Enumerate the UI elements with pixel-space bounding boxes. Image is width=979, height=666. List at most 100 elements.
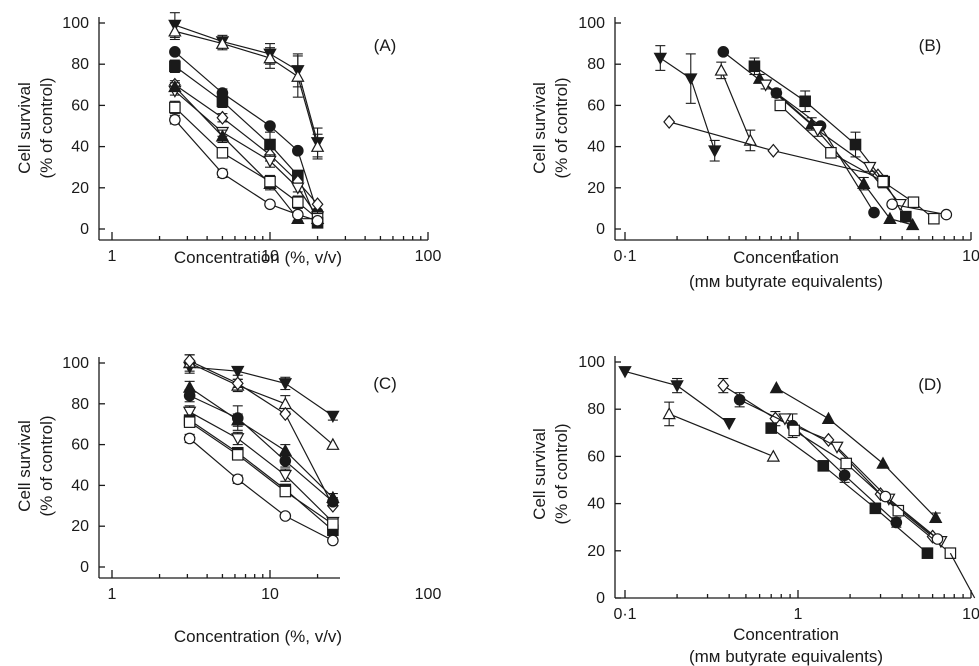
- series-tri-up-open: [714, 61, 758, 152]
- x-tick-label: 10: [261, 586, 279, 603]
- data-point: [758, 79, 773, 92]
- y-axis-label-group: Cell survival (% of control): [530, 77, 571, 178]
- series-line: [668, 413, 774, 457]
- y-tick-label: 60: [71, 437, 89, 454]
- data-point: [905, 217, 920, 231]
- y-tick-label: 40: [71, 139, 89, 156]
- data-point: [714, 63, 728, 76]
- series-square-open: [774, 99, 940, 225]
- series-tri-down-filled: [653, 45, 722, 162]
- series-line: [189, 362, 334, 446]
- x-tick-label: 1: [108, 248, 117, 265]
- y-axis-label: Cell survival: [530, 428, 549, 520]
- series-line: [892, 203, 947, 216]
- data-point: [292, 144, 304, 157]
- data-point: [279, 406, 292, 422]
- x-tick-label: 1: [794, 248, 803, 265]
- data-point: [778, 413, 792, 426]
- data-point: [748, 60, 761, 73]
- data-point: [168, 79, 182, 93]
- series-line: [776, 387, 937, 519]
- panel-label: (B): [919, 36, 942, 55]
- data-point: [653, 52, 668, 65]
- data-point: [733, 393, 746, 406]
- series-line: [174, 30, 319, 147]
- series-tri-up-filled: [182, 380, 340, 503]
- y-axis-label-unit: (% of control): [552, 423, 571, 524]
- series-circle-open: [169, 114, 324, 227]
- y-tick-label: 20: [71, 518, 89, 535]
- x-axis-label-unit: (mм butyrate equivalents): [689, 272, 883, 291]
- y-tick-label: 80: [587, 56, 605, 73]
- data-point: [863, 161, 877, 175]
- y-tick-label: 100: [578, 15, 605, 32]
- data-point: [264, 198, 276, 211]
- data-point: [817, 460, 830, 472]
- series-square-open: [169, 100, 324, 225]
- series-tri-down-open: [182, 405, 340, 530]
- data-point: [169, 101, 181, 114]
- y-tick-label: 0: [596, 221, 605, 238]
- series-square-filled: [183, 414, 339, 537]
- data-point: [717, 378, 730, 393]
- data-point: [868, 206, 880, 219]
- data-point: [869, 502, 882, 515]
- data-point: [849, 138, 862, 151]
- data-point: [928, 212, 940, 225]
- data-point: [670, 380, 684, 393]
- y-tick-label: 80: [71, 56, 89, 73]
- data-point: [231, 365, 245, 379]
- data-point: [215, 129, 230, 142]
- y-axis-label-group: Cell survival (% of control): [15, 77, 56, 178]
- series-line: [793, 429, 951, 554]
- series-line: [189, 421, 334, 525]
- x-tick-label: 0·1: [613, 606, 636, 623]
- data-point: [767, 143, 780, 158]
- data-point: [743, 133, 758, 146]
- data-point: [183, 416, 196, 428]
- data-point: [264, 175, 276, 188]
- x-tick-label: 100: [415, 248, 442, 265]
- data-point: [292, 196, 304, 209]
- data-point: [788, 424, 800, 437]
- y-axis-label-unit: (% of control): [37, 415, 56, 516]
- x-tick-label: 10: [962, 248, 979, 265]
- y-tick-label: 20: [71, 180, 89, 197]
- series-tri-down-filled: [618, 366, 736, 431]
- data-point: [183, 432, 196, 445]
- x-tick-label: 10: [261, 248, 279, 265]
- data-point: [326, 437, 340, 450]
- data-point: [216, 95, 229, 108]
- data-point: [900, 210, 912, 223]
- series-line: [189, 360, 334, 507]
- data-point: [940, 208, 953, 221]
- y-tick-label: 20: [587, 543, 605, 560]
- series-line: [659, 57, 716, 151]
- data-point: [279, 510, 292, 522]
- data-point: [278, 443, 293, 457]
- data-point: [215, 36, 230, 49]
- data-point: [821, 411, 836, 424]
- y-tick-label: 0: [80, 559, 89, 576]
- data-point: [291, 69, 305, 82]
- series-line: [189, 438, 334, 542]
- data-point: [311, 197, 324, 212]
- data-point: [877, 175, 889, 188]
- data-point: [799, 95, 811, 108]
- data-point: [231, 412, 244, 424]
- series-circle-open: [886, 198, 953, 221]
- data-point: [765, 422, 778, 434]
- y-tick-label: 40: [71, 477, 89, 494]
- data-point: [231, 376, 244, 391]
- series-circle-open: [879, 490, 944, 545]
- x-tick-label: 0·1: [613, 248, 636, 265]
- data-point: [883, 211, 897, 224]
- series-line: [770, 427, 928, 554]
- y-tick-label: 100: [62, 355, 89, 372]
- data-point: [886, 198, 898, 211]
- y-axis-label: Cell survival: [530, 82, 549, 174]
- x-axis-label-unit: (mм butyrate equivalents): [689, 647, 883, 666]
- panel-label: (D): [918, 375, 942, 394]
- data-point: [310, 139, 325, 152]
